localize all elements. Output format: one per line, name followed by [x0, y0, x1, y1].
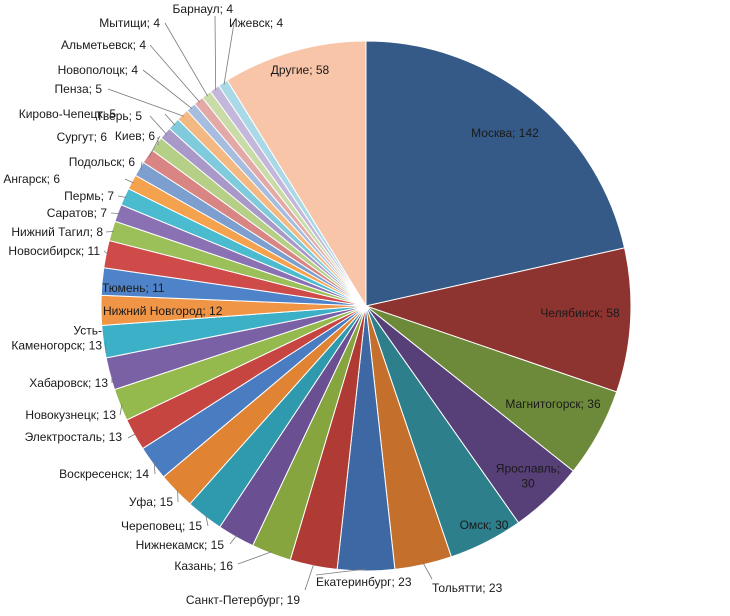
slice-label: Ангарск; 6 — [3, 172, 60, 186]
leader-line — [304, 563, 315, 591]
leader-line — [140, 161, 143, 170]
slice-label: Ярославль; 30 — [496, 462, 560, 491]
leader-line — [107, 88, 184, 117]
slice-labels: Москва; 142 Челябинск; 58 Магнитогорск; 36… — [3, 2, 620, 607]
slice-label: Киев; 6 — [115, 129, 155, 143]
leader-line — [153, 461, 156, 475]
slice-label: Новосибирск; 11 — [8, 244, 100, 258]
leader-line — [422, 562, 433, 580]
slice-label: Пенза; 5 — [55, 82, 103, 96]
slice-label: Нижний Тагил; 8 — [11, 225, 103, 239]
slice-label: Хабаровск; 13 — [29, 376, 108, 390]
pie-slice — [365, 40, 626, 307]
pie-slice — [364, 247, 632, 393]
leader-line — [105, 341, 107, 354]
leader-line — [119, 404, 123, 416]
leader-line — [149, 115, 167, 135]
leader-line — [164, 113, 176, 126]
slice-label: Уфа; 15 — [129, 495, 174, 509]
slice-label: Барнаул; 4 — [173, 2, 234, 16]
slice-label: Воскресенск; 14 — [59, 467, 149, 481]
slice-label: Нижнекамск; 15 — [136, 538, 225, 552]
slice-label: Челябинск; 58 — [540, 306, 620, 320]
leader-line — [229, 534, 238, 545]
pie-slices — [100, 40, 632, 572]
slice-label: Магнитогорск; 36 — [505, 397, 601, 411]
slice-label: Саратов; 7 — [47, 206, 108, 220]
slice-label: Сургут; 6 — [57, 130, 108, 144]
leader-line — [223, 22, 235, 85]
leader-line — [164, 22, 208, 97]
leader-line — [142, 69, 193, 110]
slice-label: Альметьевск; 4 — [61, 38, 146, 52]
slice-label: Усть-Каменогорск; 13 — [11, 324, 102, 353]
slice-label: Пермь; 7 — [64, 189, 114, 203]
slice-label: Москва; 142 — [471, 126, 539, 140]
slice-label: Тольятти; 23 — [432, 581, 503, 595]
slice-label: Мытищи; 4 — [99, 16, 160, 30]
leader-line — [117, 195, 127, 198]
slice-label: Кирово-Чепецк; 5 — [19, 107, 117, 121]
slice-label: Казань; 16 — [174, 559, 233, 573]
leader-line — [124, 178, 134, 184]
slice-label: Новокузнецк; 13 — [25, 408, 116, 422]
leader-line — [149, 44, 201, 103]
slice-label: Новополоцк; 4 — [58, 63, 139, 77]
slice-label: Тюмень; 11 — [102, 281, 165, 295]
leader-line — [237, 551, 273, 565]
slice-label: Омск; 30 — [460, 518, 509, 532]
leader-line — [110, 212, 120, 214]
slice-label: Санкт-Петербург; 19 — [186, 593, 300, 607]
slice-label: Ижевск; 4 — [229, 16, 283, 30]
leader-line — [105, 231, 114, 233]
slice-label: Екатеринбург; 23 — [316, 575, 412, 589]
leader-line — [315, 568, 367, 576]
slice-label: Нижний Новгород; 12 — [103, 304, 223, 318]
slice-label: Тверь; 5 — [96, 109, 142, 123]
leader-line — [205, 514, 209, 527]
slice-label: Другие; 58 — [271, 63, 330, 77]
leader-line — [214, 15, 217, 91]
slice-label: Подольск; 6 — [69, 155, 136, 169]
slice-label: Череповец; 15 — [121, 519, 202, 533]
leader-line — [103, 250, 109, 255]
leader-line — [127, 433, 137, 439]
leader-lines — [103, 15, 433, 591]
slice-label: Электросталь; 13 — [25, 430, 123, 444]
pie-slice — [226, 40, 367, 308]
